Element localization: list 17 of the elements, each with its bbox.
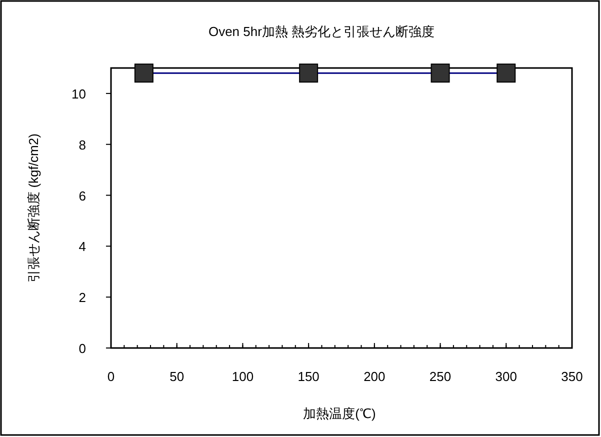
x-tick-label: 150: [298, 369, 320, 384]
x-tick-label: 200: [364, 369, 386, 384]
y-tick-label: 0: [78, 341, 86, 356]
y-tick-label: 8: [78, 137, 86, 152]
y-tick-label: 10: [72, 86, 86, 102]
x-tick-label: 300: [495, 369, 517, 384]
x-tick-label: 250: [429, 369, 452, 384]
x-tick-label: 0: [107, 369, 115, 384]
x-tick-label: 50: [170, 369, 184, 384]
y-tick-label: 6: [78, 188, 86, 204]
y-axis-title: 引張せん断強度 (kgf/cm2): [26, 134, 41, 282]
x-tick-label: 100: [232, 369, 254, 384]
y-tick-label: 2: [78, 290, 86, 306]
chart-title: Oven 5hr加熱 熱劣化と引張せん断強度: [208, 24, 435, 39]
x-axis-title: 加熱温度(℃): [303, 406, 376, 421]
x-tick-label: 350: [561, 369, 583, 384]
y-tick-label: 4: [78, 239, 86, 254]
